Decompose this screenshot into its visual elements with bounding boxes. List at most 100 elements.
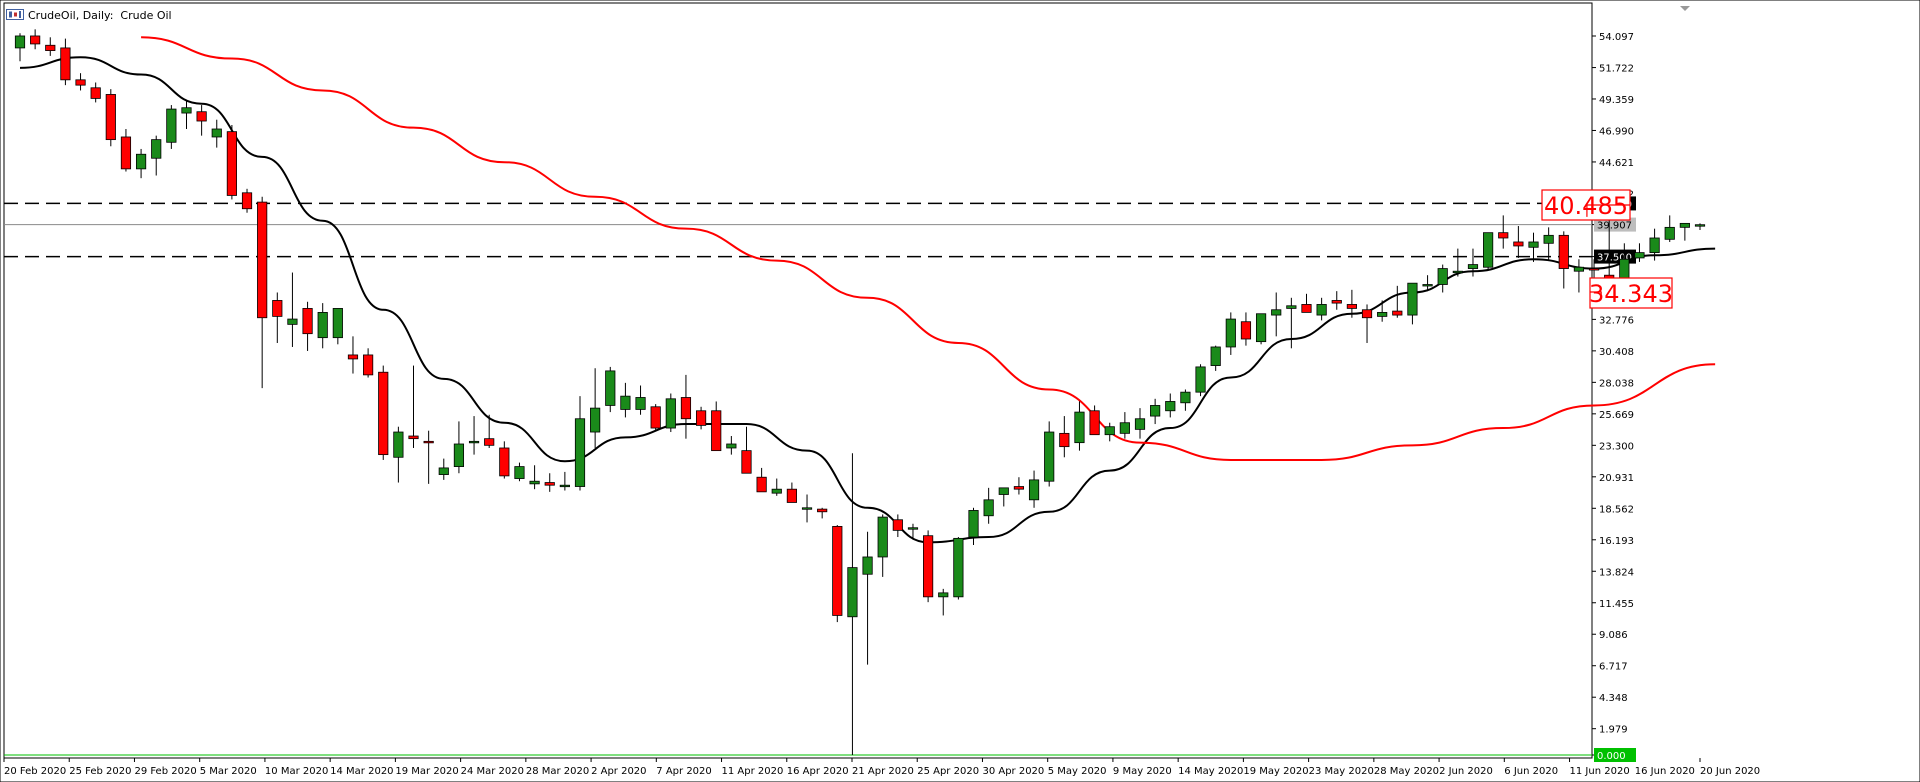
candle-body[interactable]	[1165, 401, 1176, 412]
candle-body[interactable]	[287, 318, 298, 325]
candle-body[interactable]	[1588, 268, 1600, 271]
candle-body[interactable]	[1694, 224, 1706, 227]
candle-body[interactable]	[635, 397, 646, 410]
candle-body[interactable]	[120, 136, 132, 170]
candle-body[interactable]	[938, 592, 949, 598]
candle-body[interactable]	[1437, 268, 1448, 285]
candle-body[interactable]	[151, 139, 162, 159]
candle-body[interactable]	[544, 482, 555, 486]
candle-body[interactable]	[135, 153, 147, 170]
candle-body[interactable]	[1119, 422, 1130, 434]
candle-body[interactable]	[907, 527, 919, 530]
candle-body[interactable]	[514, 466, 525, 479]
candle-body[interactable]	[1210, 346, 1221, 366]
candle-body[interactable]	[680, 397, 692, 420]
candle-body[interactable]	[862, 556, 873, 575]
candle-body[interactable]	[1316, 304, 1327, 316]
candle-body[interactable]	[1664, 226, 1675, 240]
candle-body[interactable]	[1361, 309, 1373, 319]
candle-body[interactable]	[1619, 258, 1630, 281]
candle-body[interactable]	[302, 308, 313, 335]
candle-body[interactable]	[1407, 282, 1418, 316]
candle-body[interactable]	[529, 480, 540, 485]
candle-body[interactable]	[741, 450, 752, 474]
candle-body[interactable]	[1301, 304, 1312, 313]
candle-body[interactable]	[166, 108, 177, 143]
candle-body[interactable]	[1558, 234, 1569, 269]
candle-body[interactable]	[317, 312, 328, 339]
candle-body[interactable]	[393, 431, 404, 458]
candle-body[interactable]	[590, 407, 601, 433]
candle-body[interactable]	[1513, 241, 1524, 247]
candle-body[interactable]	[241, 192, 253, 210]
candle-body[interactable]	[75, 79, 86, 86]
candle-body[interactable]	[1634, 252, 1645, 259]
candle-body[interactable]	[1422, 284, 1433, 287]
candle-body[interactable]	[347, 354, 359, 360]
candle-body[interactable]	[771, 488, 782, 494]
candle-body[interactable]	[468, 440, 480, 444]
candle-body[interactable]	[847, 567, 858, 618]
candle-body[interactable]	[423, 440, 434, 444]
candle-body[interactable]	[408, 435, 419, 440]
candle-body[interactable]	[1059, 432, 1070, 448]
candle-body[interactable]	[817, 508, 828, 513]
candle-body[interactable]	[30, 35, 41, 45]
candle-body[interactable]	[499, 447, 510, 477]
candle-body[interactable]	[226, 131, 237, 196]
candle-body[interactable]	[14, 35, 26, 49]
candle-body[interactable]	[1452, 270, 1463, 274]
candle-body[interactable]	[90, 87, 101, 99]
candle-body[interactable]	[1498, 232, 1509, 239]
scroll-marker-icon[interactable]	[1680, 6, 1690, 11]
candle-body[interactable]	[1392, 310, 1403, 316]
candle-body[interactable]	[983, 499, 994, 517]
candle-body[interactable]	[1255, 313, 1267, 343]
candle-body[interactable]	[1195, 366, 1206, 393]
candle-body[interactable]	[211, 128, 222, 138]
candle-body[interactable]	[998, 487, 1009, 495]
candle-body[interactable]	[1044, 431, 1055, 482]
candle-body[interactable]	[892, 519, 903, 531]
candle-body[interactable]	[756, 476, 767, 493]
candle-body[interactable]	[1013, 486, 1025, 490]
candle-body[interactable]	[105, 94, 116, 141]
candle-body[interactable]	[801, 507, 813, 510]
candle-body[interactable]	[438, 467, 449, 475]
candle-body[interactable]	[1240, 321, 1252, 340]
candle-body[interactable]	[1543, 234, 1554, 244]
candle-body[interactable]	[1104, 426, 1115, 436]
candle-body[interactable]	[1649, 237, 1660, 254]
candle-body[interactable]	[45, 44, 56, 51]
candle-body[interactable]	[968, 510, 979, 538]
candle-body[interactable]	[1074, 411, 1085, 444]
candle-body[interactable]	[665, 398, 676, 429]
candle-body[interactable]	[711, 410, 722, 452]
candle-body[interactable]	[1528, 241, 1539, 248]
candle-body[interactable]	[181, 107, 192, 114]
candle-body[interactable]	[1346, 304, 1357, 309]
candle-body[interactable]	[650, 406, 661, 429]
candle-body[interactable]	[1679, 222, 1690, 228]
candle-body[interactable]	[196, 111, 207, 122]
candle-body[interactable]	[1286, 305, 1297, 309]
candle-body[interactable]	[1028, 479, 1040, 501]
candle-body[interactable]	[832, 525, 843, 616]
candle-body[interactable]	[695, 410, 707, 426]
candle-body[interactable]	[1089, 410, 1100, 436]
candle-body[interactable]	[60, 47, 71, 81]
candle-body[interactable]	[378, 371, 389, 456]
candle-body[interactable]	[1271, 309, 1282, 316]
candle-body[interactable]	[620, 395, 631, 410]
candle-body[interactable]	[332, 308, 343, 339]
candle-body[interactable]	[1225, 318, 1236, 348]
candle-body[interactable]	[272, 300, 283, 317]
candle-body[interactable]	[1467, 264, 1479, 269]
candle-body[interactable]	[363, 354, 374, 376]
candle-body[interactable]	[574, 418, 586, 487]
candle-body[interactable]	[1573, 266, 1585, 272]
candle-body[interactable]	[877, 516, 888, 558]
candle-body[interactable]	[786, 488, 797, 503]
candle-body[interactable]	[257, 201, 268, 319]
